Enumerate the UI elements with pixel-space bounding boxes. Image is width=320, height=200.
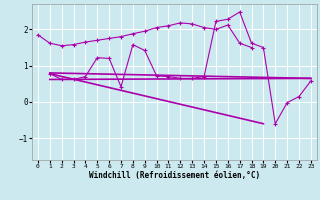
X-axis label: Windchill (Refroidissement éolien,°C): Windchill (Refroidissement éolien,°C) [89,171,260,180]
